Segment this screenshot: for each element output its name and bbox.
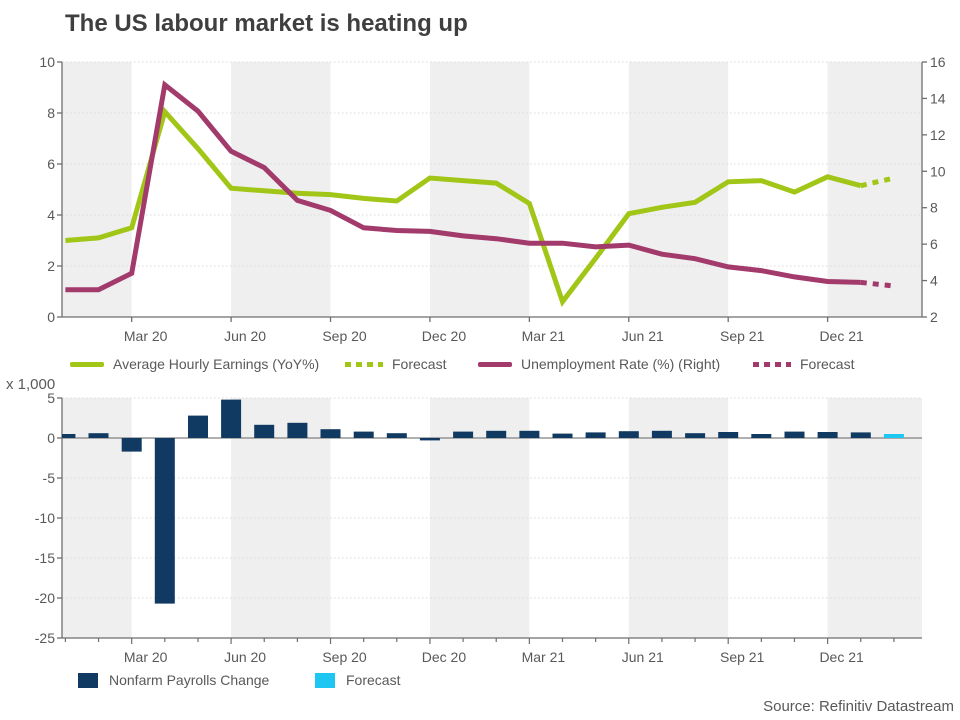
nfp-bar (453, 431, 474, 438)
y-axis-tick-label: -25 (35, 630, 55, 646)
x-axis-tick-label: Dec 20 (422, 328, 467, 344)
y-axis-unit-label: x 1,000 (6, 376, 56, 393)
right-axis-tick-label: 4 (930, 273, 938, 289)
nfp-bar (486, 430, 507, 438)
legend-item-ahe-forecast: Forecast (345, 356, 446, 372)
nfp-bar (62, 434, 76, 438)
nfp-forecast-swatch (315, 672, 335, 688)
nfp-bar (585, 432, 606, 438)
right-axis-tick-label: 12 (930, 127, 946, 143)
nfp-bar (519, 430, 540, 438)
nfp-bar (685, 433, 706, 438)
legend-label-unemployment-forecast: Forecast (800, 356, 855, 372)
nfp-bar (254, 424, 275, 438)
left-axis-tick-label: 8 (47, 105, 55, 121)
line-chart: 0 2 4 6 8 10 2 4 6 8 10 12 14 16 Mar 20 Jun 20 Sep 20 Dec… (39, 54, 945, 344)
nfp-bar (154, 438, 175, 604)
legend-item-nfp-forecast: Forecast (315, 672, 400, 688)
unemployment-line-swatch (478, 361, 512, 367)
legend-item-unemployment-forecast: Forecast (753, 356, 854, 372)
x-axis-tick-label: Jun 20 (224, 649, 266, 665)
background-stripe (429, 62, 530, 317)
legend-item-unemployment: Unemployment Rate (%) (Right) (478, 356, 720, 372)
x-axis-tick-label: Sep 20 (322, 328, 367, 344)
left-axis-tick-label: 2 (47, 258, 55, 274)
right-axis-tick-label: 2 (930, 309, 938, 325)
page-title: The US labour market is heating up (65, 10, 468, 37)
y-axis-tick-label: 0 (47, 430, 55, 446)
x-axis-tick-label: Mar 20 (124, 328, 168, 344)
bar-series (62, 399, 904, 604)
nfp-bar (419, 438, 440, 441)
legend-label-nfp: Nonfarm Payrolls Change (109, 672, 270, 688)
left-axis-tick-label: 4 (47, 207, 55, 223)
y-axis-tick-label: -10 (35, 510, 55, 526)
nfp-bar (221, 399, 242, 438)
background-stripe (62, 62, 132, 317)
nfp-bar-swatch (78, 672, 98, 688)
left-axis-tick-label: 6 (47, 156, 55, 172)
x-axis-tick-label: Sep 21 (720, 649, 765, 665)
magenta-forecast-segment (860, 279, 895, 289)
x-axis-tick-label: Jun 21 (622, 328, 664, 344)
nfp-bar (121, 438, 142, 452)
x-axis-tick-label: Jun 21 (622, 649, 664, 665)
nfp-bar (618, 431, 639, 438)
right-axis-tick-label: 6 (930, 236, 938, 252)
ahe-line-swatch (70, 361, 104, 367)
y-axis-tick-label: -5 (43, 470, 56, 486)
nfp-bar (386, 433, 407, 438)
legend-label-nfp-forecast: Forecast (346, 672, 401, 688)
nfp-bar (188, 415, 208, 438)
nfp-bar (718, 432, 739, 438)
y-axis-tick-label: -20 (35, 590, 55, 606)
green-line-series (65, 106, 862, 307)
legend-item-ahe: Average Hourly Earnings (YoY%) (70, 356, 319, 372)
background-stripe (827, 62, 922, 317)
green-forecast-segment (860, 175, 895, 189)
x-axis-tick-label: Dec 21 (819, 649, 864, 665)
nfp-bar (552, 433, 573, 438)
left-axis-tick-label: 10 (39, 54, 55, 70)
nfp-bar (287, 422, 308, 438)
right-axis-tick-label: 16 (930, 54, 946, 70)
x-axis-tick-label: Jun 20 (224, 328, 266, 344)
forecast-bar (883, 434, 904, 438)
magenta-line-series (65, 80, 861, 293)
legend-item-nfp: Nonfarm Payrolls Change (78, 672, 269, 688)
x-axis-tick-label: Sep 21 (720, 328, 765, 344)
bar-chart: 5 0 -5 -10 -15 -20 -25 Mar 20 Jun 20 Sep 20 Dec 20… (35, 390, 922, 665)
right-axis-tick-label: 10 (930, 163, 946, 179)
nfp-bar (353, 431, 374, 438)
x-axis-tick-label: Mar 21 (522, 328, 566, 344)
nfp-bar (651, 430, 672, 438)
nfp-bar (784, 431, 805, 438)
legend-label-ahe: Average Hourly Earnings (YoY%) (113, 356, 320, 372)
nfp-bar (320, 429, 341, 438)
nfp-bar (88, 433, 109, 438)
nfp-bar (850, 432, 871, 438)
nfp-bar (817, 432, 838, 438)
unemployment-forecast-swatch (753, 361, 791, 367)
ahe-forecast-swatch (345, 361, 383, 367)
source-attribution: Source: Refinitiv Datastream (763, 698, 954, 715)
right-axis-tick-label: 8 (930, 200, 938, 216)
y-axis-tick-label: -15 (35, 550, 55, 566)
y-axis-tick-label: 5 (47, 390, 55, 406)
x-axis-tick-label: Sep 20 (322, 649, 367, 665)
left-axis-tick-label: 0 (47, 309, 55, 325)
x-axis-tick-label: Dec 20 (422, 649, 467, 665)
legend-label-unemployment: Unemployment Rate (%) (Right) (521, 356, 721, 372)
x-axis-tick-label: Mar 21 (522, 649, 566, 665)
legend-label-ahe-forecast: Forecast (392, 356, 447, 372)
x-axis-tick-label: Dec 21 (819, 328, 864, 344)
right-axis-tick-label: 14 (930, 90, 946, 106)
nfp-bar (751, 434, 772, 438)
x-axis-tick-label: Mar 20 (124, 649, 168, 665)
